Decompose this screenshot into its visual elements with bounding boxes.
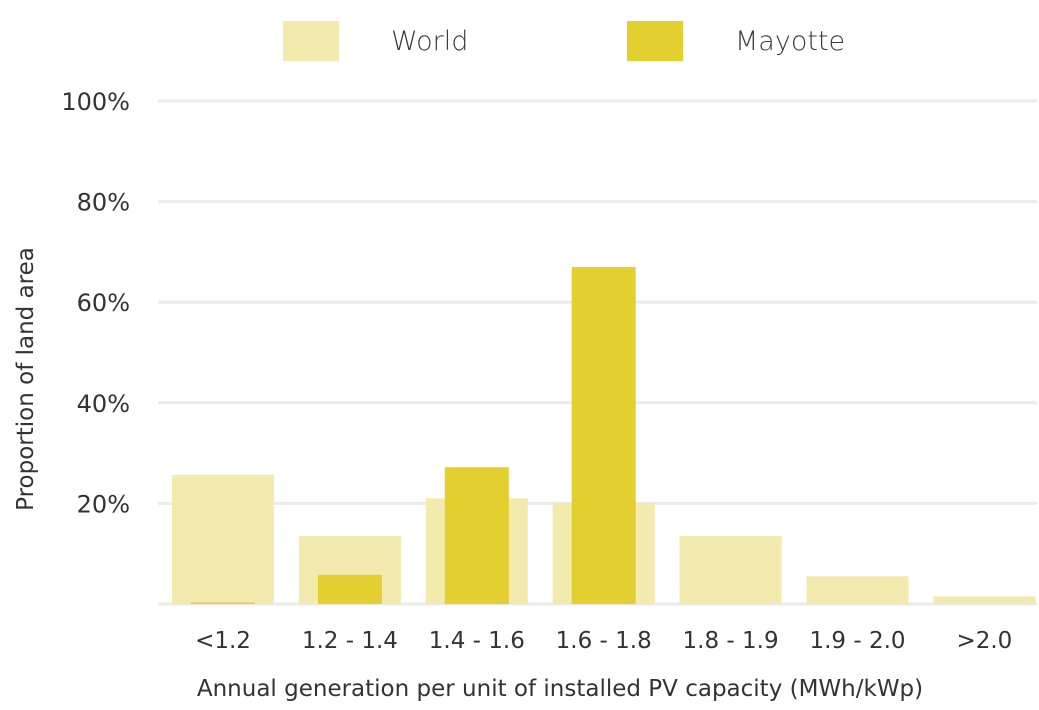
y-tick-label: 100% [61, 88, 130, 116]
y-tick-label: 20% [77, 490, 130, 518]
bar-mayotte[interactable] [191, 602, 255, 604]
x-tick-label: >2.0 [956, 628, 1012, 654]
y-tick-labels: 20% 40% 60% 80% 100% [61, 88, 130, 518]
bar-world[interactable] [807, 576, 909, 604]
x-tick-label: 1.4 - 1.6 [429, 628, 525, 654]
bar-world[interactable] [933, 596, 1035, 604]
x-tick-label: <1.2 [195, 628, 251, 654]
bar-world[interactable] [172, 475, 274, 604]
x-axis-label: Annual generation per unit of installed … [197, 676, 923, 702]
x-tick-label: 1.9 - 2.0 [809, 628, 905, 654]
x-tick-label: 1.6 - 1.8 [556, 628, 652, 654]
y-tick-label: 40% [77, 390, 130, 418]
bar-mayotte[interactable] [318, 575, 382, 604]
y-tick-label: 60% [77, 289, 130, 317]
x-tick-labels: <1.2 1.2 - 1.4 1.4 - 1.6 1.6 - 1.8 1.8 - 1.9… [195, 628, 1012, 654]
y-tick-label: 80% [77, 189, 130, 217]
y-axis-label: Proportion of land area [13, 247, 39, 511]
x-tick-label: 1.2 - 1.4 [302, 628, 398, 654]
x-tick-label: 1.8 - 1.9 [683, 628, 779, 654]
bar-mayotte[interactable] [445, 467, 509, 604]
bar-mayotte[interactable] [572, 267, 636, 604]
bar-world[interactable] [680, 536, 782, 604]
